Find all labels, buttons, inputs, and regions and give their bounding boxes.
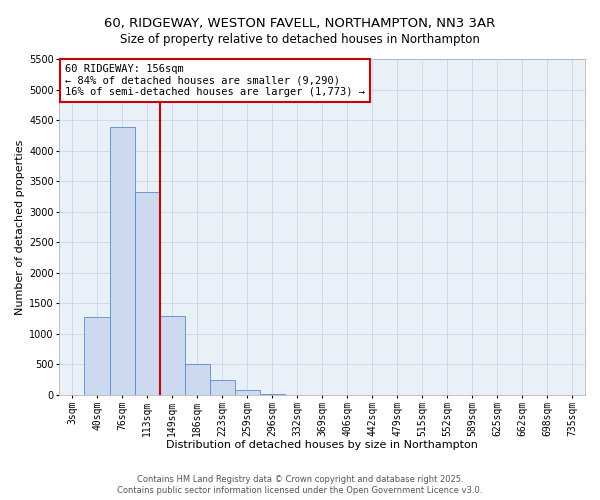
- Text: 60 RIDGEWAY: 156sqm
← 84% of detached houses are smaller (9,290)
16% of semi-det: 60 RIDGEWAY: 156sqm ← 84% of detached ho…: [65, 64, 365, 97]
- Bar: [260, 394, 284, 395]
- Bar: [185, 364, 209, 395]
- Text: 60, RIDGEWAY, WESTON FAVELL, NORTHAMPTON, NN3 3AR: 60, RIDGEWAY, WESTON FAVELL, NORTHAMPTON…: [104, 18, 496, 30]
- Bar: [209, 380, 235, 395]
- Bar: [134, 192, 160, 395]
- Bar: [85, 318, 110, 395]
- X-axis label: Distribution of detached houses by size in Northampton: Distribution of detached houses by size …: [166, 440, 478, 450]
- Bar: [160, 316, 185, 395]
- Text: Contains HM Land Registry data © Crown copyright and database right 2025.: Contains HM Land Registry data © Crown c…: [137, 475, 463, 484]
- Bar: [110, 128, 134, 395]
- Text: Contains public sector information licensed under the Open Government Licence v3: Contains public sector information licen…: [118, 486, 482, 495]
- Y-axis label: Number of detached properties: Number of detached properties: [15, 140, 25, 314]
- Text: Size of property relative to detached houses in Northampton: Size of property relative to detached ho…: [120, 32, 480, 46]
- Bar: [235, 390, 260, 395]
